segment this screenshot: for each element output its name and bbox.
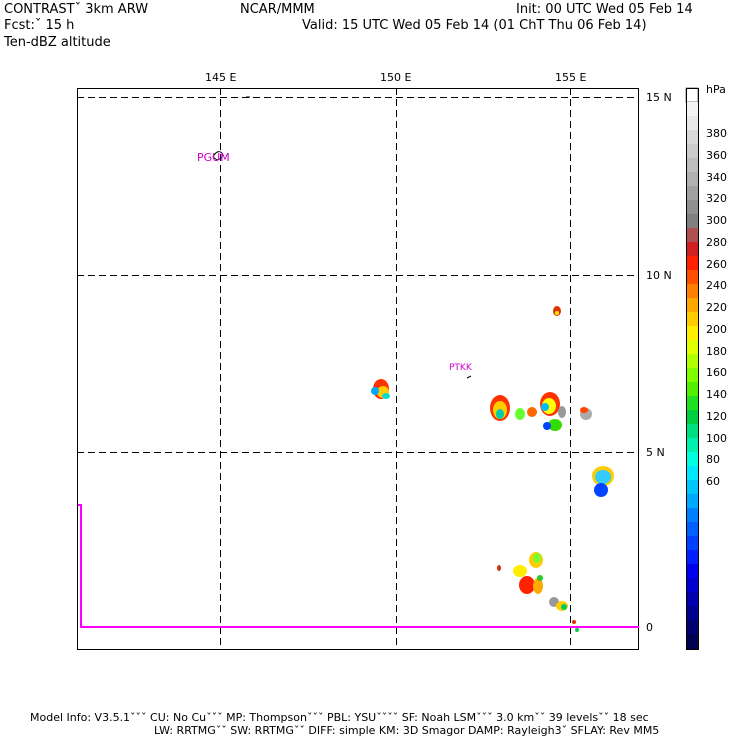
colorbar <box>685 87 699 650</box>
colorbar-label: 120 <box>706 409 727 423</box>
colorbar-label: 140 <box>706 388 727 401</box>
colorbar-label: 280 <box>706 235 727 249</box>
init-time: Init: 00 UTC Wed 05 Feb 14 <box>516 2 693 17</box>
field-name: Ten-dBZ altitude <box>4 35 111 50</box>
map-frame <box>77 88 639 650</box>
footer-physics-info: LW: RRTMGˇˇ SW: RRTMGˇˇ DIFF: simple KM:… <box>154 724 660 737</box>
lat-label-0: 0 <box>646 621 653 634</box>
colorbar-label: 300 <box>706 214 727 227</box>
colorbar-label: 60 <box>706 475 720 488</box>
station-label-ptkk: PTKK <box>449 363 472 373</box>
island-chuuk <box>466 375 472 379</box>
colorbar-label: 200 <box>706 322 727 336</box>
lon-label-155: 155 E <box>555 71 587 84</box>
colorbar-unit: hPa <box>706 83 726 96</box>
lon-label-145: 145 E <box>205 71 237 84</box>
colorbar-label: 180 <box>706 344 727 358</box>
colorbar-label: 240 <box>706 279 727 293</box>
footer-model-info: Model Info: V3.5.1ˇˇˇ CU: No Cuˇˇˇ MP: T… <box>30 711 649 724</box>
colorbar-label: 80 <box>706 453 720 467</box>
forecast-hour: Fcst:ˇ 15 h <box>4 18 75 33</box>
lon-label-150: 150 E <box>380 71 412 84</box>
gridlines <box>77 88 639 650</box>
center-name: NCAR/MMM <box>240 2 315 17</box>
colorbar-label: 160 <box>706 366 727 380</box>
colorbar-label: 380 <box>706 127 727 140</box>
station-label-pgum: PGUM <box>197 151 230 164</box>
colorbar-label: 360 <box>706 148 727 162</box>
experiment-title: CONTRASTˇ 3km ARW <box>4 2 149 17</box>
colorbar-label: 220 <box>706 301 727 314</box>
lat-label-15: 15 N <box>646 91 672 104</box>
valid-time: Valid: 15 UTC Wed 05 Feb 14 (01 ChT Thu … <box>302 18 647 33</box>
radar-cells <box>371 306 614 632</box>
domain-boundary <box>78 504 639 628</box>
colorbar-label: 260 <box>706 257 727 271</box>
colorbar-label: 320 <box>706 192 727 206</box>
guam-island <box>212 151 223 161</box>
colorbar-label: 100 <box>706 431 727 445</box>
lat-label-5: 5 N <box>646 446 665 459</box>
lat-label-10: 10 N <box>646 269 672 282</box>
colorbar-label: 340 <box>706 170 727 184</box>
